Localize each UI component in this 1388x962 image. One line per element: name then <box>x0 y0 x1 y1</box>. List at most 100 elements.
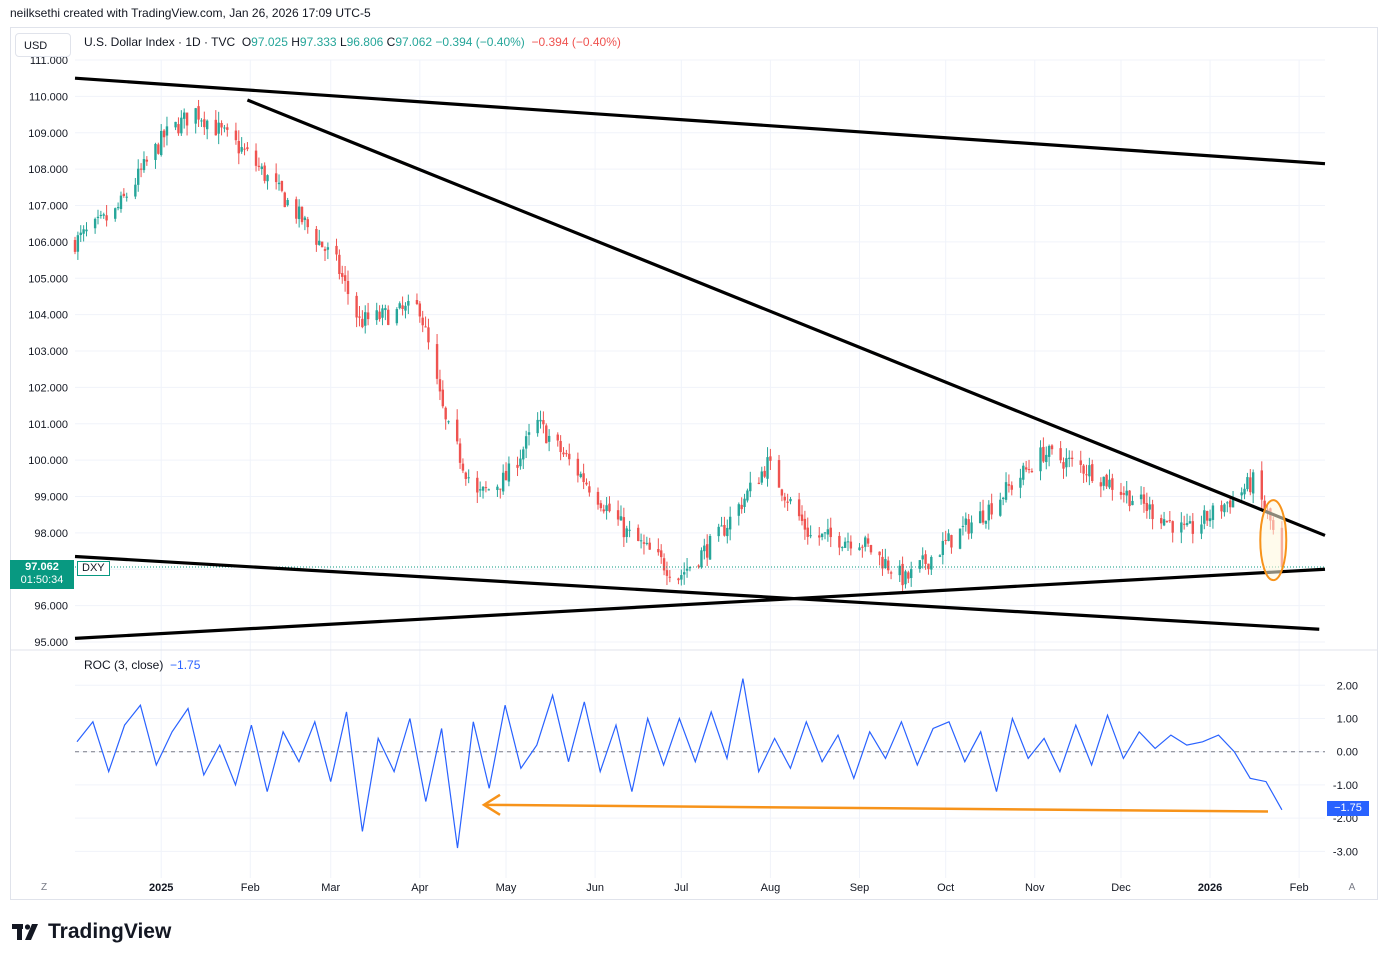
candle-body <box>507 463 511 482</box>
candle-body <box>162 130 166 138</box>
candle-body <box>1030 470 1034 473</box>
currency-button[interactable]: USD <box>15 33 71 57</box>
symbol-legend[interactable]: U.S. Dollar Index · 1D · TVC O97.025 H97… <box>84 35 621 49</box>
tradingview-logo[interactable]: TradingView <box>12 920 171 944</box>
candle-body <box>556 434 559 441</box>
open-value: 97.025 <box>251 35 288 49</box>
candle-body <box>1010 485 1013 490</box>
candle-body <box>662 558 666 571</box>
candle-body <box>1231 497 1235 508</box>
price-axis: 95.00096.00097.00098.00099.000100.000101… <box>28 55 68 649</box>
candle-body <box>950 535 953 548</box>
candle-body <box>1240 492 1243 496</box>
candle-body <box>1050 445 1054 450</box>
time-tick-label: Feb <box>241 882 260 894</box>
candle-body <box>516 464 519 468</box>
candle-body <box>944 539 947 541</box>
price-tick-label: 110.000 <box>29 91 68 103</box>
candle-body <box>1042 446 1045 462</box>
time-axis: 2025 Feb Mar Apr May Jun Jul Aug Sep Oct Nov Dec 202… <box>149 882 1309 894</box>
time-tick-label: 2025 <box>149 882 173 894</box>
candle-body <box>987 504 990 521</box>
candle-body <box>869 544 873 553</box>
candle-body <box>904 571 907 585</box>
candle-body <box>889 572 893 574</box>
candle-body <box>1119 491 1123 495</box>
candle-body <box>203 119 206 128</box>
price-tag: 97.062 01:50:34 <box>10 560 74 589</box>
price-tick-label: 106.000 <box>28 237 68 249</box>
candle-body <box>421 317 424 326</box>
candle-body <box>1099 482 1103 487</box>
candle-body <box>717 526 720 537</box>
auto-scale-left-button[interactable]: Z <box>40 882 48 893</box>
candle-body <box>1251 472 1255 494</box>
candle-body <box>200 120 203 122</box>
candle-body <box>295 199 298 219</box>
candle-body <box>99 214 103 216</box>
candle-body <box>562 452 565 455</box>
candle-body <box>197 106 200 120</box>
candle-body <box>1208 518 1212 522</box>
candle-body <box>757 482 761 485</box>
candle-body <box>435 344 439 379</box>
candle-body <box>806 527 809 537</box>
candle-body <box>1211 505 1215 520</box>
candle-body <box>306 219 309 228</box>
candle-body <box>907 572 910 579</box>
candle-body <box>838 535 841 548</box>
candle-body <box>119 195 123 210</box>
candle-body <box>657 549 660 553</box>
candle-body <box>1082 465 1085 474</box>
candle-body <box>938 555 942 557</box>
candle-body <box>447 421 450 423</box>
roc-legend[interactable]: ROC (3, close) −1.75 <box>84 658 200 672</box>
trendlines <box>74 76 1326 640</box>
tradingview-logo-icon <box>12 924 38 940</box>
candle-body <box>579 473 582 477</box>
candle-body <box>1145 502 1149 511</box>
candle-body <box>378 311 381 320</box>
candle-body <box>254 150 258 166</box>
candle-body <box>539 419 542 422</box>
trendline <box>74 76 1326 166</box>
price-tick-label: 96.000 <box>34 601 68 613</box>
candle-body <box>616 510 620 520</box>
candle-body <box>280 181 284 191</box>
candle-body <box>274 173 278 183</box>
roc-title[interactable]: ROC (3, close) <box>84 658 164 672</box>
candle-body <box>476 477 479 493</box>
candle-body <box>358 316 361 318</box>
candle-body <box>749 482 752 492</box>
candle-body <box>214 119 218 136</box>
candle-body <box>769 456 772 461</box>
candle-body <box>157 144 160 154</box>
symbol-title[interactable]: U.S. Dollar Index · 1D · TVC <box>84 35 236 49</box>
candle-body <box>1079 460 1082 465</box>
candle-body <box>1188 521 1192 524</box>
candle-body <box>668 576 672 578</box>
candle-body <box>660 550 663 558</box>
candle-body <box>984 520 988 524</box>
price-grid <box>75 59 1325 878</box>
candle-body <box>743 498 746 507</box>
candle-body <box>990 503 993 515</box>
candle-body <box>125 196 128 198</box>
candle-body <box>766 457 769 479</box>
candle-body <box>705 544 709 558</box>
candle-body <box>481 486 485 491</box>
candle-body <box>599 503 603 509</box>
candle-body <box>697 565 700 567</box>
roc-tick-label: -2.00 <box>1333 813 1358 825</box>
price-tick-label: 109.000 <box>28 128 68 140</box>
candle-body <box>1062 462 1065 469</box>
candle-body <box>789 498 792 502</box>
candle-body <box>1200 524 1203 534</box>
candle-body <box>1065 458 1068 468</box>
auto-scale-right-button[interactable]: A <box>1348 882 1356 893</box>
candle-body <box>1180 522 1183 533</box>
price-tick-label: 111.000 <box>30 55 68 67</box>
candle-body <box>1182 523 1186 525</box>
price-tick-label: 95.000 <box>34 637 68 649</box>
